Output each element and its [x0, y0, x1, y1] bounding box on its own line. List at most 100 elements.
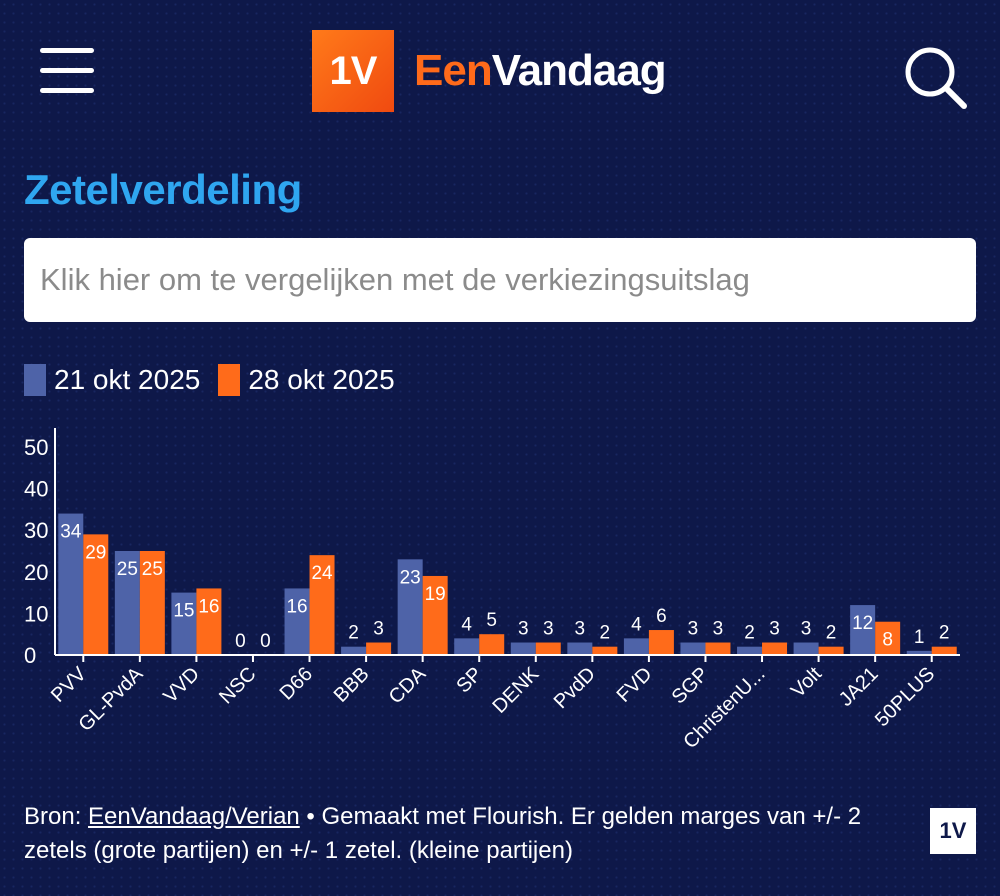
- data-label: 8: [882, 630, 893, 651]
- bar: [623, 638, 649, 655]
- data-label: 3: [518, 619, 529, 640]
- footnote-prefix: Bron:: [24, 803, 89, 830]
- y-tick-label: 0: [24, 643, 36, 668]
- bar: [737, 646, 763, 655]
- data-label: 3: [688, 619, 699, 640]
- y-tick-label: 30: [24, 518, 48, 543]
- legend-label-series-2: 28 okt 2025: [248, 364, 395, 395]
- brand-part-vandaag: Vandaag: [491, 46, 667, 95]
- bar: [818, 646, 844, 655]
- data-label: 25: [117, 559, 138, 580]
- footnote-text: • Gemaakt met Flourish. Er gelden marges…: [24, 803, 862, 864]
- bar: [366, 642, 392, 655]
- data-label: 5: [486, 610, 497, 631]
- brand-wordmark[interactable]: EenVandaag: [414, 46, 667, 96]
- bar: [139, 551, 165, 655]
- bar: [906, 650, 932, 655]
- bar: [648, 630, 674, 655]
- data-label: 25: [142, 559, 163, 580]
- bar: [479, 634, 505, 655]
- data-label: 2: [744, 623, 755, 644]
- compare-placeholder: Klik hier om te vergelijken met de verki…: [40, 262, 750, 297]
- data-label: 24: [311, 563, 333, 584]
- data-label: 3: [769, 619, 780, 640]
- bar: [284, 588, 310, 655]
- bar: [454, 638, 480, 655]
- header: 1V EenVandaag: [0, 0, 1000, 140]
- bar: [309, 555, 335, 655]
- legend-item-series-2[interactable]: 28 okt 2025: [218, 364, 395, 396]
- bar: [114, 551, 140, 655]
- bar: [341, 646, 367, 655]
- data-label: 16: [286, 596, 307, 617]
- legend-swatch-series-2: [218, 364, 241, 396]
- x-tick-label: FVD: [613, 663, 657, 707]
- source-link[interactable]: EenVandaag/Verian: [88, 803, 300, 830]
- x-tick-label: 50PLUS: [871, 663, 939, 731]
- legend-swatch-series-1: [24, 364, 46, 396]
- x-tick-label: PvdD: [550, 663, 600, 713]
- bar: [875, 621, 901, 655]
- data-label: 4: [461, 614, 472, 635]
- bar: [196, 588, 222, 655]
- bar: [422, 575, 448, 655]
- chart-legend: 21 okt 2025 28 okt 2025: [24, 362, 413, 398]
- data-label: 34: [60, 522, 82, 543]
- hamburger-menu-icon[interactable]: [40, 48, 94, 94]
- x-tick-label: CDA: [385, 663, 431, 709]
- data-label: 2: [939, 623, 950, 644]
- bar: [850, 605, 876, 655]
- data-label: 2: [600, 623, 611, 644]
- x-tick-label: DENK: [488, 663, 543, 718]
- compare-election-result-input[interactable]: Klik hier om te vergelijken met de verki…: [24, 238, 976, 322]
- source-footnote: Bron: EenVandaag/Verian • Gemaakt met Fl…: [24, 800, 904, 868]
- legend-label-series-1: 21 okt 2025: [54, 364, 201, 395]
- y-tick-label: 10: [24, 601, 48, 626]
- bar: [680, 642, 706, 655]
- bar: [931, 646, 957, 655]
- data-label: 3: [801, 619, 812, 640]
- data-label: 23: [400, 567, 421, 588]
- data-label: 4: [631, 614, 642, 635]
- x-tick-label: SGP: [668, 663, 713, 708]
- bar: [705, 642, 731, 655]
- bar: [397, 559, 423, 655]
- x-tick-label: D66: [276, 663, 318, 705]
- bar: [510, 642, 536, 655]
- y-tick-label: 50: [24, 435, 48, 460]
- footer-logo[interactable]: 1V: [930, 808, 976, 854]
- x-tick-label: BBB: [330, 663, 374, 707]
- data-label: 15: [173, 601, 194, 622]
- data-label: 0: [235, 631, 246, 652]
- search-icon[interactable]: [900, 42, 970, 112]
- bar: [58, 513, 84, 655]
- data-label: 16: [198, 596, 219, 617]
- data-label: 12: [852, 613, 873, 634]
- data-label: 2: [348, 623, 359, 644]
- data-label: 1: [914, 627, 925, 648]
- data-label: 3: [543, 619, 554, 640]
- data-label: 3: [373, 619, 384, 640]
- bar: [171, 592, 197, 655]
- x-tick-label: Volt: [787, 663, 826, 702]
- data-label: 2: [826, 623, 837, 644]
- bar: [793, 642, 819, 655]
- data-label: 3: [713, 619, 724, 640]
- data-label: 19: [425, 584, 446, 605]
- bar: [762, 642, 788, 655]
- y-tick-label: 20: [24, 560, 48, 585]
- bar: [535, 642, 561, 655]
- brand-part-een: Een: [414, 46, 493, 95]
- legend-item-series-1[interactable]: 21 okt 2025: [24, 364, 200, 396]
- bar: [83, 534, 109, 655]
- bar: [567, 642, 593, 655]
- x-tick-label: JA21: [835, 663, 883, 711]
- data-label: 6: [656, 606, 667, 627]
- y-tick-label: 40: [24, 477, 48, 502]
- x-tick-label: PVV: [47, 663, 91, 707]
- data-label: 0: [260, 631, 271, 652]
- data-label: 29: [85, 542, 106, 563]
- page-title: Zetelverdeling: [24, 166, 302, 213]
- logo-mark[interactable]: 1V: [312, 30, 394, 112]
